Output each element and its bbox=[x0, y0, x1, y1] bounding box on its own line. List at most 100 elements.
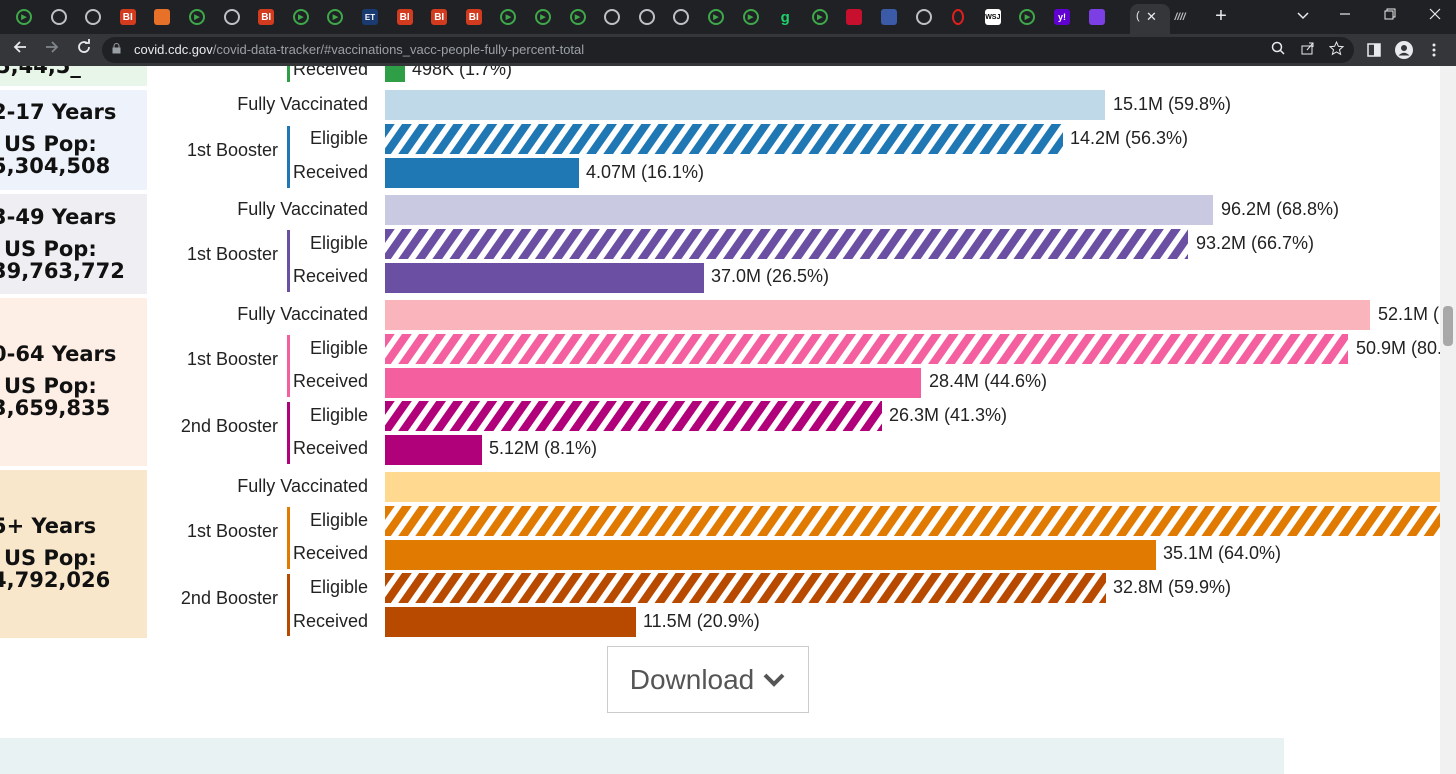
received-bar[interactable] bbox=[385, 435, 482, 465]
new-tab-button[interactable]: + bbox=[1215, 5, 1227, 27]
fully-vaccinated-bar[interactable] bbox=[385, 195, 1213, 225]
url-text[interactable]: covid.cdc.gov/covid-data-tracker/#vaccin… bbox=[134, 42, 585, 57]
group-panel-12-17: 2-17 Years US Pop: 5,304,508 bbox=[0, 90, 147, 190]
browser-tab[interactable]: ▶ bbox=[1015, 5, 1039, 29]
second-booster-label: 2nd Booster bbox=[180, 416, 278, 436]
browser-tab[interactable] bbox=[877, 5, 901, 29]
play-icon: ▶ bbox=[292, 9, 309, 25]
forward-button[interactable] bbox=[40, 38, 64, 62]
eligible-bar[interactable] bbox=[385, 229, 1188, 259]
eligible-bar[interactable] bbox=[385, 334, 1348, 364]
booster-bracket bbox=[287, 126, 290, 188]
age-group-title: 2-17 Years bbox=[0, 100, 117, 124]
received-bar[interactable] bbox=[385, 263, 704, 293]
minimize-button[interactable] bbox=[1330, 4, 1360, 28]
received-bar[interactable] bbox=[385, 158, 579, 188]
browser-tab[interactable] bbox=[669, 5, 693, 29]
back-button[interactable] bbox=[8, 38, 32, 62]
eligible-bar[interactable] bbox=[385, 573, 1106, 603]
browser-tab[interactable]: ▶ bbox=[704, 5, 728, 29]
wsj-icon: WSJ bbox=[984, 9, 1001, 25]
received-label: Received bbox=[292, 266, 368, 286]
bookmark-star-icon[interactable] bbox=[1326, 40, 1346, 59]
received-bar[interactable] bbox=[385, 540, 1156, 570]
browser-tab[interactable] bbox=[220, 5, 244, 29]
browser-tab[interactable]: ▶ bbox=[12, 5, 36, 29]
profile-button[interactable] bbox=[1392, 38, 1416, 62]
browser-tab[interactable] bbox=[81, 5, 105, 29]
restore-button[interactable] bbox=[1375, 4, 1405, 28]
page-scrollbar[interactable] bbox=[1440, 66, 1456, 774]
browser-tab[interactable] bbox=[150, 5, 174, 29]
browser-tab[interactable] bbox=[47, 5, 71, 29]
share-icon[interactable] bbox=[1298, 41, 1318, 58]
side-panel-icon bbox=[1367, 43, 1381, 57]
chevron-down-icon bbox=[1297, 12, 1309, 20]
group-panel-50-64: 0-64 Years US Pop: 3,659,835 bbox=[0, 298, 147, 466]
browser-tab[interactable]: ▶ bbox=[289, 5, 313, 29]
fully-vaccinated-label: Fully Vaccinated bbox=[237, 476, 368, 496]
browser-tab[interactable]: BI bbox=[116, 5, 140, 29]
browser-tab[interactable] bbox=[946, 5, 970, 29]
tab-close-icon[interactable]: ✕ bbox=[1146, 9, 1157, 24]
browser-tab[interactable] bbox=[600, 5, 624, 29]
scrollbar-thumb[interactable] bbox=[1443, 306, 1453, 346]
browser-tab[interactable]: y! bbox=[1050, 5, 1074, 29]
reload-icon bbox=[78, 39, 90, 53]
browser-tab[interactable]: ▶ bbox=[566, 5, 590, 29]
received-label: Received bbox=[292, 371, 368, 391]
browser-tab[interactable]: BI bbox=[393, 5, 417, 29]
zoom-icon[interactable] bbox=[1268, 41, 1288, 58]
browser-tab[interactable]: ▶ bbox=[496, 5, 520, 29]
globe-icon bbox=[915, 9, 932, 25]
received-bar[interactable] bbox=[385, 368, 921, 398]
received-label: Received bbox=[292, 438, 368, 458]
received-label: Received bbox=[292, 543, 368, 563]
globe-icon bbox=[223, 9, 240, 25]
browser-tab[interactable] bbox=[912, 5, 936, 29]
tab-ltr[interactable]: //// bbox=[1168, 5, 1192, 29]
us-pop-label: US Pop: bbox=[4, 374, 97, 398]
browser-tab[interactable]: ▶ bbox=[185, 5, 209, 29]
browser-tab[interactable] bbox=[842, 5, 866, 29]
browser-tab[interactable] bbox=[1085, 5, 1109, 29]
browser-tab[interactable]: BI bbox=[427, 5, 451, 29]
eligible-value: 26.3M (41.3%) bbox=[889, 405, 1008, 425]
browser-tab[interactable]: WSJ bbox=[981, 5, 1005, 29]
chevron-down-icon bbox=[763, 673, 785, 687]
received-value: 498K (1.7%) bbox=[412, 66, 513, 79]
received-bar[interactable] bbox=[385, 607, 636, 637]
et-icon: ET bbox=[362, 9, 378, 25]
opera-icon bbox=[952, 9, 965, 25]
browser-tab[interactable]: BI bbox=[254, 5, 278, 29]
browser-tab[interactable] bbox=[635, 5, 659, 29]
active-tab[interactable]: ( ✕ bbox=[1130, 4, 1170, 34]
download-button[interactable]: Download bbox=[607, 646, 809, 713]
booster-bracket bbox=[287, 402, 290, 464]
browser-tab[interactable]: ▶ bbox=[739, 5, 763, 29]
tab-search-button[interactable] bbox=[1288, 4, 1318, 28]
us-pop-value: 4,792,026 bbox=[0, 568, 111, 592]
fully-vaccinated-label: Fully Vaccinated bbox=[237, 94, 368, 114]
address-bar[interactable]: covid.cdc.gov/covid-data-tracker/#vaccin… bbox=[102, 37, 1354, 63]
fully-vaccinated-value: 15.1M (59.8%) bbox=[1113, 94, 1232, 114]
bi-icon: BI bbox=[431, 9, 448, 25]
browser-tab[interactable]: g bbox=[773, 5, 797, 29]
browser-tab[interactable]: ▶ bbox=[323, 5, 347, 29]
eligible-bar[interactable] bbox=[385, 506, 1440, 536]
side-panel-button[interactable] bbox=[1362, 38, 1386, 62]
eligible-bar[interactable] bbox=[385, 124, 1063, 154]
reload-button[interactable] bbox=[72, 38, 96, 62]
browser-tab[interactable]: BI bbox=[462, 5, 486, 29]
browser-tab[interactable]: ET bbox=[358, 5, 382, 29]
fully-vaccinated-bar[interactable] bbox=[385, 90, 1105, 120]
browser-tab[interactable]: ▶ bbox=[808, 5, 832, 29]
close-window-button[interactable] bbox=[1420, 4, 1450, 28]
fully-vaccinated-bar[interactable] bbox=[385, 472, 1440, 502]
eligible-bar[interactable] bbox=[385, 401, 882, 431]
play-icon: ▶ bbox=[569, 9, 586, 25]
fully-vaccinated-bar[interactable] bbox=[385, 300, 1370, 330]
browser-tab[interactable]: ▶ bbox=[531, 5, 555, 29]
menu-button[interactable] bbox=[1422, 38, 1446, 62]
booster-bracket bbox=[287, 230, 290, 292]
